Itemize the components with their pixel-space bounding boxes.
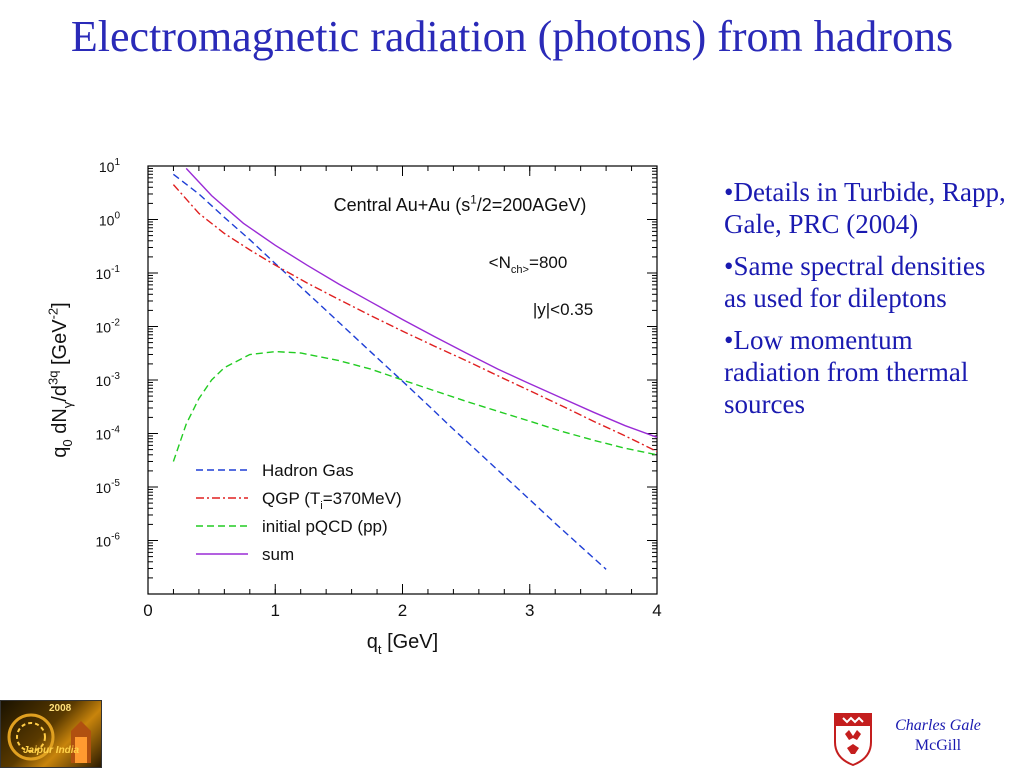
y-axis-title: q0​ dNγ​/d3q​ [GeV-2​]	[46, 302, 75, 457]
series-line	[185, 167, 658, 438]
bullet-item: •Low momentum radiation from thermal sou…	[724, 325, 969, 419]
credit-name: Charles Gale	[895, 717, 981, 734]
plot-frame	[147, 165, 658, 595]
y-tick-label: 10-6	[96, 532, 121, 550]
chart-labels: qt​ [GeV] q0​ dNγ​/d3q​ [GeV-2​] Central A…	[46, 193, 594, 657]
y-tick-label: 10-2	[96, 318, 121, 336]
x-tick-label: 3	[525, 601, 534, 620]
legend-label: Hadron Gas	[262, 461, 354, 480]
chart-legend: Hadron Gas QGP (Ti​=370MeV) initial pQCD (…	[196, 461, 402, 564]
x-tick-label: 2	[398, 601, 407, 620]
y-tick-label: 10-1	[96, 264, 121, 282]
y-tick-label: 10-4	[96, 425, 121, 443]
bullet-item: •Same spectral densities as used for dil…	[724, 251, 986, 313]
bullet-item: •Details in Turbide, Rapp, Gale, PRC (20…	[724, 177, 1006, 239]
y-tick-label: 101	[99, 157, 121, 175]
legend-label: initial pQCD (pp)	[262, 517, 388, 536]
chart-annotation: Central Au+Au (s1​/2=200AGeV)	[334, 193, 587, 215]
plot-border	[147, 165, 658, 595]
slide-title: Electromagnetic radiation (photons) from…	[70, 12, 954, 61]
y-tick-label: 100	[99, 211, 121, 229]
axis-ticks: 0 1 2 3 4 101 100 10-1 10-2 10-3 10-4 10-5 10-6	[96, 157, 662, 620]
series-line	[172, 184, 658, 453]
credit: Charles Gale McGill	[878, 716, 998, 756]
x-tick-label: 0	[143, 601, 152, 620]
x-tick-label: 4	[652, 601, 661, 620]
conference-logo: 2008 Jaipur India	[0, 700, 102, 768]
mcgill-shield-icon	[834, 713, 872, 766]
credit-affiliation: McGill	[914, 737, 962, 754]
chart-curves	[172, 167, 658, 570]
legend-label: sum	[262, 545, 294, 564]
logo-city: Jaipur India	[23, 745, 80, 756]
series-line	[172, 173, 607, 570]
series-line	[172, 350, 658, 462]
y-tick-label: 10-3	[96, 371, 121, 389]
y-tick-label: 10-5	[96, 478, 121, 496]
x-axis-title: qt​ [GeV]	[367, 631, 438, 657]
chart-annotation: |y|<0.35	[533, 300, 593, 319]
chart-annotation: <Nch>​=800	[489, 253, 568, 276]
x-tick-label: 1	[271, 601, 280, 620]
legend-label: QGP (Ti​=370MeV)	[262, 489, 402, 512]
bullet-list: •Details in Turbide, Rapp, Gale, PRC (20…	[724, 176, 1014, 430]
logo-year: 2008	[49, 703, 72, 714]
dancer-icon	[7, 713, 91, 763]
